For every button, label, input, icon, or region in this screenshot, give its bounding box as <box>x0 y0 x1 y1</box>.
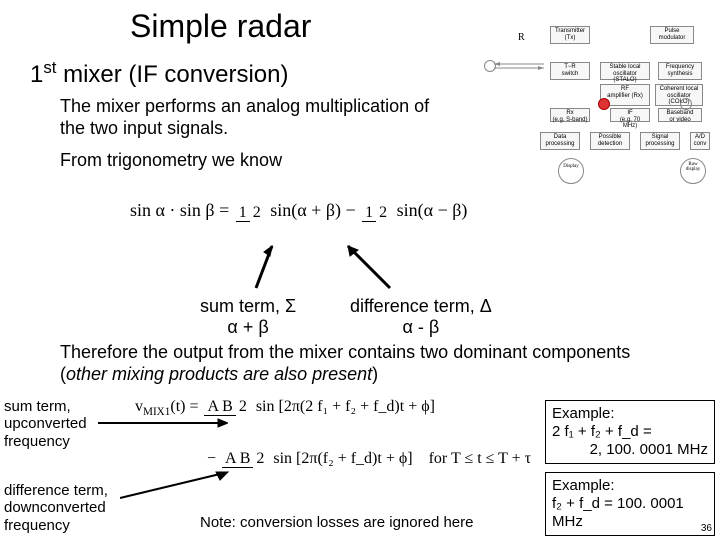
therefore-text: Therefore the output from the mixer cont… <box>60 342 680 385</box>
equation-mix1-sum: vMIX1(t) = A B2 sin [2π(2 f₁ + f₂ + f_d)… <box>135 398 435 418</box>
display-circle <box>558 158 584 184</box>
diagram-box: Rx (e.g. S-band) <box>550 108 590 122</box>
sin1: sin <box>256 398 275 415</box>
ab2: A B <box>222 450 253 468</box>
body-text-2: From trigonometry we know <box>60 150 282 171</box>
arrow-sum-term <box>250 238 280 294</box>
diagram-box: IF (e.g. 70 MHz) <box>610 108 650 122</box>
sumterm-annotation: sum term, upconverted frequency <box>4 398 87 450</box>
mixer-2 <box>680 98 692 110</box>
fraction-ab-1: A B2 <box>204 398 249 416</box>
ex2-l2: f₂ + f_d = 100. 0001 MHz <box>552 495 708 531</box>
two-a: 2 <box>236 398 250 415</box>
arrow-downconv <box>120 470 230 500</box>
trig-diff: sin(α − β) <box>397 200 468 220</box>
fraction-half-1: 12 <box>236 201 264 222</box>
mixer-highlight <box>598 98 610 110</box>
diagram-box: Transmitter (Tx) <box>550 26 590 44</box>
eq-sub: MIX1 <box>143 406 170 418</box>
trig-sum: sin(α + β) − <box>270 200 360 220</box>
diagram-box: Baseband or video <box>658 108 702 122</box>
den2: 2 <box>376 204 390 221</box>
therefore-2: other mixing products are also present <box>66 364 372 384</box>
trig-identity: sin α · sin β = 12 sin(α + β) − 12 sin(α… <box>130 200 467 222</box>
diagram-box: Pulse modulator <box>650 26 694 44</box>
ex1-l1: Example: <box>552 405 708 423</box>
rawdisplay-label: Raw display <box>680 162 706 172</box>
diagram-box: Data processing <box>540 132 580 150</box>
ex1-l3: 2, 100. 0001 MHz <box>552 441 708 459</box>
subtitle-pre: 1 <box>30 61 43 88</box>
subtitle: 1st mixer (IF conversion) <box>30 58 288 89</box>
num1: 1 <box>236 204 250 222</box>
equation-mix1-diff: − A B2 sin [2π(f₂ + f_d)t + ϕ] for T ≤ t… <box>207 450 531 468</box>
ex2-l1: Example: <box>552 477 708 495</box>
fraction-half-2: 12 <box>362 201 390 222</box>
display-label: Display <box>558 164 584 169</box>
arrow-upconv <box>98 418 228 428</box>
therefore-3: ) <box>372 364 378 384</box>
sum-term-label: sum term, Σ α + β <box>200 296 296 338</box>
two-b: 2 <box>253 450 267 467</box>
eq2-arg: [2π(f₂ + f_d)t + ϕ] <box>296 450 413 467</box>
body-text-1: The mixer performs an analog multiplicat… <box>60 96 440 139</box>
num2: 1 <box>362 204 376 222</box>
diagram-box: Frequency synthesis <box>658 62 702 80</box>
slide-title: Simple radar <box>130 8 311 45</box>
radar-block-diagram: R Transmitter (Tx) Pulse modulator T−R swi… <box>480 20 710 180</box>
diagram-box: Coherent local oscillator (COLO) <box>655 84 703 106</box>
sin2: sin <box>273 450 292 467</box>
diff-label-line1: difference term, Δ <box>350 296 492 317</box>
diff-term-label: difference term, Δ α - β <box>350 296 492 338</box>
eq-t: (t) = <box>170 398 202 415</box>
trig-lhs: sin α · sin β = <box>130 200 234 220</box>
note-text: Note: conversion losses are ignored here <box>200 514 474 531</box>
diagram-box: A/D conv <box>690 132 710 150</box>
ab1: A B <box>204 398 235 416</box>
arrow-diff-term <box>340 238 400 294</box>
diffterm-annotation: difference term, downconverted frequency <box>4 482 108 534</box>
example-box-1: Example: 2 f₁ + f₂ + f_d = 2, 100. 0001 … <box>545 400 715 464</box>
subtitle-post: mixer (IF conversion) <box>56 61 288 88</box>
diagram-box: Signal processing <box>640 132 680 150</box>
diagram-box: T−R switch <box>550 62 590 80</box>
page-number: 36 <box>701 523 712 534</box>
diff-label-line2: α - β <box>350 317 492 338</box>
example-box-2: Example: f₂ + f_d = 100. 0001 MHz <box>545 472 715 536</box>
eq-for: for T ≤ t ≤ T + τ <box>429 450 532 467</box>
eq-v: v <box>135 398 143 415</box>
sum-label-line1: sum term, Σ <box>200 296 296 317</box>
den1: 2 <box>250 204 264 221</box>
diagram-box: Possible detection <box>590 132 630 150</box>
fraction-ab-2: A B2 <box>222 450 267 468</box>
r-label: R <box>518 32 525 43</box>
subtitle-sup: st <box>43 58 56 77</box>
eq1-arg: [2π(2 f₁ + f₂ + f_d)t + ϕ] <box>279 398 435 415</box>
diagram-box: Stable local oscillator (STALO) <box>600 62 650 80</box>
ex1-l2: 2 f₁ + f₂ + f_d = <box>552 423 708 441</box>
sum-label-line2: α + β <box>200 317 296 338</box>
